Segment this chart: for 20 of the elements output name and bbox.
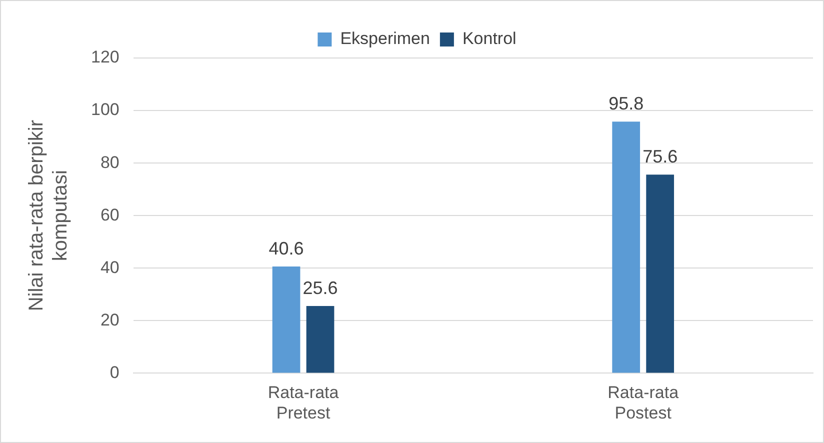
y-tick-label: 20	[100, 310, 120, 330]
legend-label: Kontrol	[462, 29, 516, 48]
legend-label: Eksperimen	[340, 29, 430, 48]
y-tick-label: 60	[100, 205, 120, 224]
y-tick-label: 100	[90, 100, 120, 120]
data-label: 25.6	[302, 278, 338, 298]
bar	[306, 306, 334, 373]
y-tick-label: 80	[100, 152, 120, 172]
y-tick-label: 0	[110, 362, 120, 382]
bar	[646, 174, 674, 373]
data-label: 40.6	[268, 238, 304, 259]
data-label: 75.6	[642, 146, 678, 167]
bar	[612, 122, 640, 373]
y-tick-label: 40	[100, 258, 120, 277]
bar	[272, 266, 300, 373]
x-tick-label: Rata-rata Postest	[608, 383, 680, 422]
x-tick-label: Rata-rata Pretest	[268, 383, 340, 422]
data-label: 95.8	[608, 94, 644, 114]
y-axis-title: Nilai rata-rata berpikir komputasi	[26, 120, 72, 312]
y-tick-label: 120	[90, 48, 120, 67]
